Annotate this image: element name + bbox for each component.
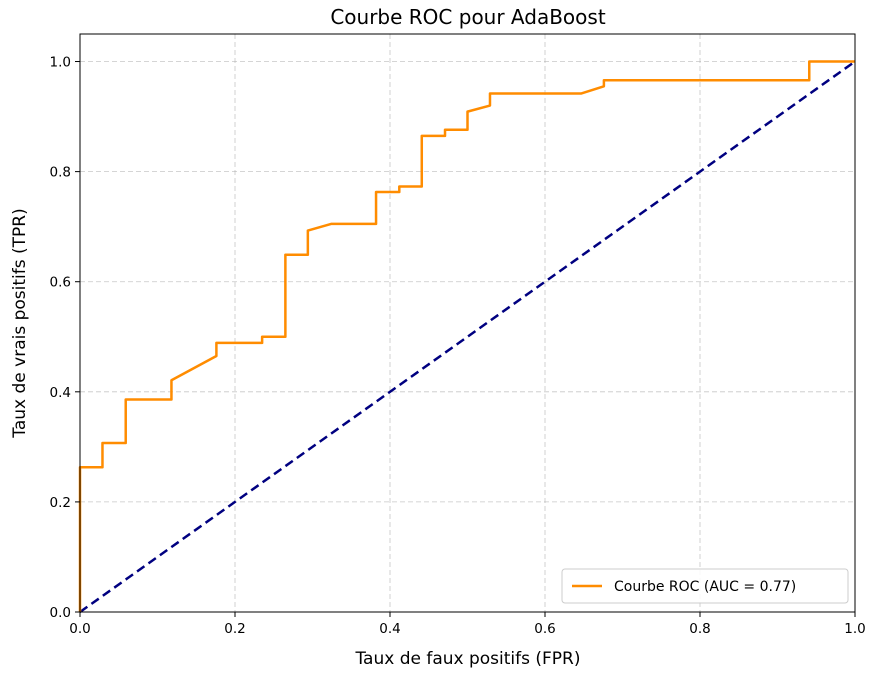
ticks: 0.0 0.2 0.4 0.6 0.8 1.0 0.0 0.2 0.4 0.6 0.8 1.0 — [50, 55, 866, 637]
series-line-diagonal — [79, 60, 856, 614]
x-tick-label: 1.0 — [844, 621, 865, 637]
plot-frame — [79, 33, 856, 613]
series-layer — [78, 60, 856, 614]
y-tick-label: 1.0 — [50, 55, 71, 71]
legend-box — [561, 568, 849, 604]
x-tick-label: 0.8 — [689, 621, 710, 637]
legend: Courbe ROC (AUC = 0.77) — [561, 568, 849, 604]
y-tick-label: 0.0 — [50, 605, 71, 621]
grid — [79, 34, 856, 613]
x-tick-label: 0.2 — [224, 621, 245, 637]
x-axis-label: Taux de faux positifs (FPR) — [354, 649, 580, 669]
chart-title: Courbe ROC pour AdaBoost — [330, 5, 606, 29]
y-tick-label: 0.4 — [50, 385, 71, 401]
x-tick-label: 0.4 — [379, 621, 400, 637]
y-tick-label: 0.6 — [50, 275, 71, 291]
legend-label-roc: Courbe ROC (AUC = 0.77) — [614, 579, 796, 595]
y-tick-label: 0.2 — [50, 495, 71, 511]
y-tick-label: 0.8 — [50, 165, 71, 181]
x-tick-label: 0.0 — [69, 621, 90, 637]
y-axis-label: Taux de vrais positifs (TPR) — [10, 208, 30, 438]
x-tick-label: 0.6 — [534, 621, 555, 637]
series-line-roc — [78, 60, 855, 612]
